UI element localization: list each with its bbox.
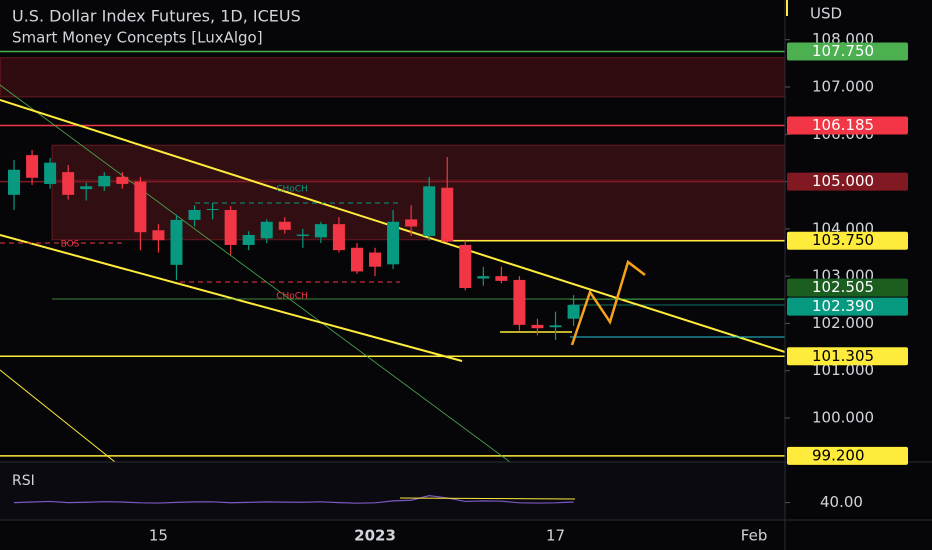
candle-body bbox=[170, 219, 183, 265]
price-label: 101.305 bbox=[812, 347, 874, 365]
x-tick-label: 17 bbox=[546, 527, 565, 545]
candle-body bbox=[350, 247, 363, 272]
candle-body bbox=[405, 219, 418, 227]
candle-body bbox=[567, 305, 580, 319]
chart-title: U.S. Dollar Index Futures, 1D, ICEUS bbox=[12, 7, 301, 26]
price-label-box bbox=[787, 231, 908, 250]
rsi-tick-label: 40.00 bbox=[820, 493, 863, 511]
zones bbox=[0, 57, 786, 241]
zone bbox=[0, 57, 786, 98]
candle-body bbox=[441, 187, 454, 242]
price-label: 99.200 bbox=[812, 446, 865, 464]
candle-body bbox=[116, 176, 129, 184]
x-tick-label: 2023 bbox=[354, 527, 396, 545]
price-label: 103.750 bbox=[812, 231, 874, 249]
candle-body bbox=[134, 181, 147, 233]
trend-line bbox=[0, 369, 116, 463]
candle-body bbox=[549, 325, 562, 328]
candle-body bbox=[369, 252, 382, 267]
price-axis: 100.000101.000102.000103.000104.000105.0… bbox=[785, 30, 908, 511]
price-label: 107.750 bbox=[812, 42, 874, 60]
candle-body bbox=[62, 172, 75, 195]
rsi-pane bbox=[0, 462, 785, 520]
candle-body bbox=[477, 276, 490, 279]
y-tick-label: 100.000 bbox=[812, 409, 874, 427]
candle-body bbox=[44, 162, 57, 184]
candle-body bbox=[8, 169, 21, 195]
price-label-box bbox=[787, 446, 908, 465]
rsi-ma bbox=[399, 497, 576, 500]
choch-label: CHoCH bbox=[276, 185, 308, 195]
price-label-box bbox=[787, 347, 908, 366]
zone bbox=[51, 144, 786, 181]
candle-body bbox=[260, 221, 273, 239]
price-label: 102.390 bbox=[812, 297, 874, 315]
y-tick-label: 107.000 bbox=[812, 78, 874, 96]
projection-arrow bbox=[570, 259, 646, 346]
candle-body bbox=[332, 224, 345, 251]
price-label-box bbox=[787, 278, 908, 297]
candle-body bbox=[296, 234, 309, 236]
candle-body bbox=[80, 186, 93, 190]
y-tick-label: 102.000 bbox=[812, 314, 874, 332]
candle-body bbox=[224, 209, 237, 245]
candle-body bbox=[459, 244, 472, 288]
candle-body bbox=[98, 175, 111, 187]
trend-line bbox=[0, 84, 511, 463]
price-label-box bbox=[787, 116, 908, 135]
currency: USD bbox=[810, 5, 842, 23]
candle-body bbox=[531, 324, 544, 329]
candle-body bbox=[242, 235, 255, 245]
bos-label: BOS bbox=[61, 240, 80, 250]
candle-body bbox=[278, 221, 291, 230]
price-label: 102.505 bbox=[812, 278, 874, 296]
candle-body bbox=[206, 209, 219, 211]
x-tick-label: 15 bbox=[149, 527, 168, 545]
chart-subtitle: Smart Money Concepts [LuxAlgo] bbox=[12, 29, 263, 47]
candle-body bbox=[314, 224, 327, 238]
rsi-line bbox=[14, 495, 574, 504]
rsi-label: RSI bbox=[12, 473, 35, 489]
y-tick-label: 101.000 bbox=[812, 361, 874, 379]
candle-body bbox=[495, 276, 508, 281]
drawings: BOS CHoCH CHoCH bbox=[0, 84, 786, 463]
price-label-box bbox=[787, 42, 908, 61]
price-label-box bbox=[787, 172, 908, 191]
trend-line bbox=[0, 234, 463, 362]
candle-body bbox=[26, 155, 39, 178]
candle-body bbox=[387, 221, 400, 265]
candle-body bbox=[188, 209, 201, 220]
price-label-box bbox=[787, 297, 908, 316]
price-label: 105.000 bbox=[812, 172, 874, 190]
candle-body bbox=[152, 230, 165, 241]
candle-body bbox=[513, 279, 526, 325]
price-label: 106.185 bbox=[812, 116, 874, 134]
choch-label: CHoCH bbox=[276, 292, 308, 302]
candles bbox=[8, 149, 580, 340]
x-tick-label: Feb bbox=[741, 527, 768, 545]
candle-body bbox=[423, 186, 436, 236]
